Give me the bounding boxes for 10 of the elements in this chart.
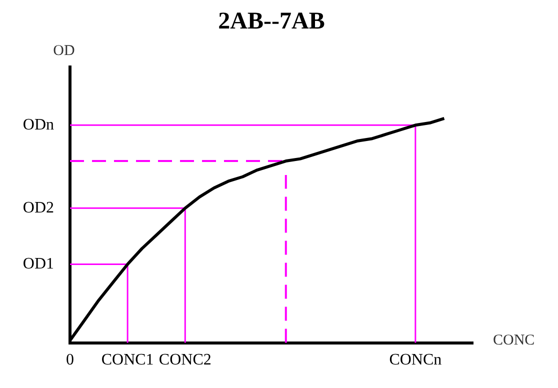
ref-line-label: OD2 bbox=[22, 199, 54, 216]
x-tick-label: CONC1 bbox=[101, 352, 154, 369]
x-tick-label: CONCn bbox=[389, 352, 442, 369]
ref-line-label: ODn bbox=[22, 116, 54, 134]
chart-title: 2AB--7AB bbox=[218, 8, 325, 35]
x-tick-label: CONC2 bbox=[158, 352, 212, 369]
y-axis-title: OD bbox=[53, 43, 75, 60]
x-axis-title: CONC bbox=[493, 332, 535, 349]
x-tick-label: 0 bbox=[66, 352, 74, 369]
ref-line-label: OD1 bbox=[22, 255, 54, 272]
